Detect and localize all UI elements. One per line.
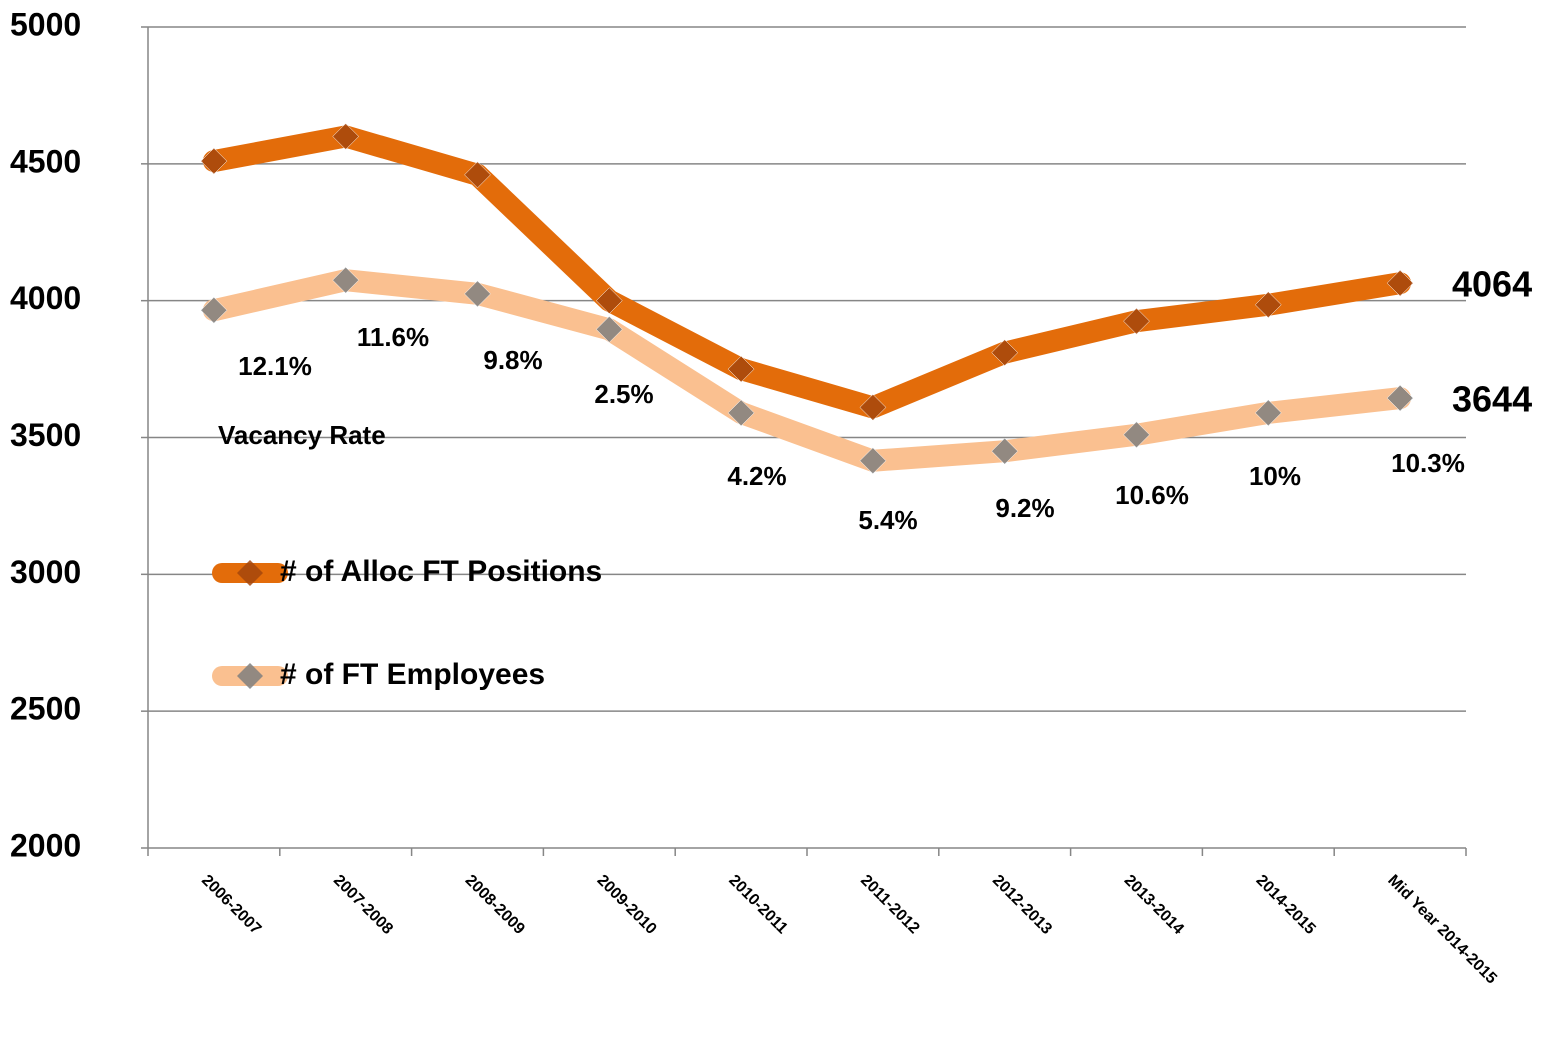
vacancy-rate: 5.4% bbox=[858, 505, 917, 535]
marker bbox=[200, 147, 228, 175]
y-tick-label: 2500 bbox=[10, 691, 81, 727]
marker bbox=[595, 287, 623, 315]
marker bbox=[595, 316, 623, 343]
marker bbox=[332, 266, 360, 294]
vacancy-label: Vacancy Rate bbox=[218, 420, 386, 450]
x-tick-label: 2013-2014 bbox=[1121, 872, 1187, 938]
end-label: 3644 bbox=[1452, 379, 1532, 420]
y-tick-label: 3500 bbox=[10, 417, 81, 453]
marker bbox=[200, 296, 228, 324]
marker bbox=[1123, 307, 1150, 335]
x-tick-label: 2012-2013 bbox=[989, 872, 1055, 938]
vacancy-rate: 10.6% bbox=[1115, 480, 1189, 510]
y-tick-label: 5000 bbox=[10, 6, 81, 42]
vacancy-rate: 11.6% bbox=[357, 322, 429, 352]
y-tick-label: 2000 bbox=[10, 827, 81, 863]
marker bbox=[1123, 421, 1150, 449]
x-tick-label: 2011-2012 bbox=[857, 872, 923, 938]
marker bbox=[464, 280, 491, 308]
x-tick-label: 2009-2010 bbox=[593, 872, 659, 938]
x-tick-label: 2007-2008 bbox=[330, 872, 396, 938]
vacancy-rate: 9.8% bbox=[483, 345, 542, 375]
legend-label: # of Alloc FT Positions bbox=[280, 555, 602, 588]
marker bbox=[332, 123, 360, 150]
marker bbox=[991, 437, 1019, 465]
marker bbox=[727, 399, 755, 427]
marker bbox=[1386, 269, 1414, 297]
marker bbox=[1386, 384, 1414, 412]
vacancy-rate: 9.2% bbox=[995, 493, 1054, 523]
marker bbox=[859, 394, 887, 421]
legend-marker bbox=[237, 663, 263, 689]
vacancy-rate: 10.3% bbox=[1391, 448, 1465, 478]
vacancy-rate: 2.5% bbox=[594, 379, 653, 409]
marker bbox=[859, 447, 887, 475]
marker bbox=[1254, 291, 1282, 319]
y-tick-label: 4000 bbox=[10, 280, 81, 316]
legend-label: # of FT Employees bbox=[280, 658, 545, 691]
legend-marker bbox=[237, 560, 263, 586]
x-tick-label: 2014-2015 bbox=[1252, 872, 1318, 938]
marker bbox=[464, 161, 491, 189]
x-tick-label: 2006-2007 bbox=[198, 872, 264, 938]
x-tick-label: 2010-2011 bbox=[725, 872, 791, 938]
y-tick-label: 3000 bbox=[10, 554, 81, 590]
series-line bbox=[202, 125, 1412, 419]
y-tick-label: 4500 bbox=[10, 143, 81, 179]
vacancy-rate: 10% bbox=[1249, 461, 1301, 491]
x-tick-label: Mid Year 2014-2015 bbox=[1384, 872, 1500, 988]
marker bbox=[727, 355, 755, 383]
end-label: 4064 bbox=[1452, 264, 1532, 305]
x-tick-label: 2008-2009 bbox=[462, 872, 528, 938]
vacancy-rate: 12.1% bbox=[238, 351, 312, 381]
marker bbox=[991, 339, 1019, 367]
marker bbox=[1254, 399, 1282, 427]
vacancy-rate: 4.2% bbox=[727, 461, 786, 491]
series-line bbox=[202, 269, 1412, 472]
